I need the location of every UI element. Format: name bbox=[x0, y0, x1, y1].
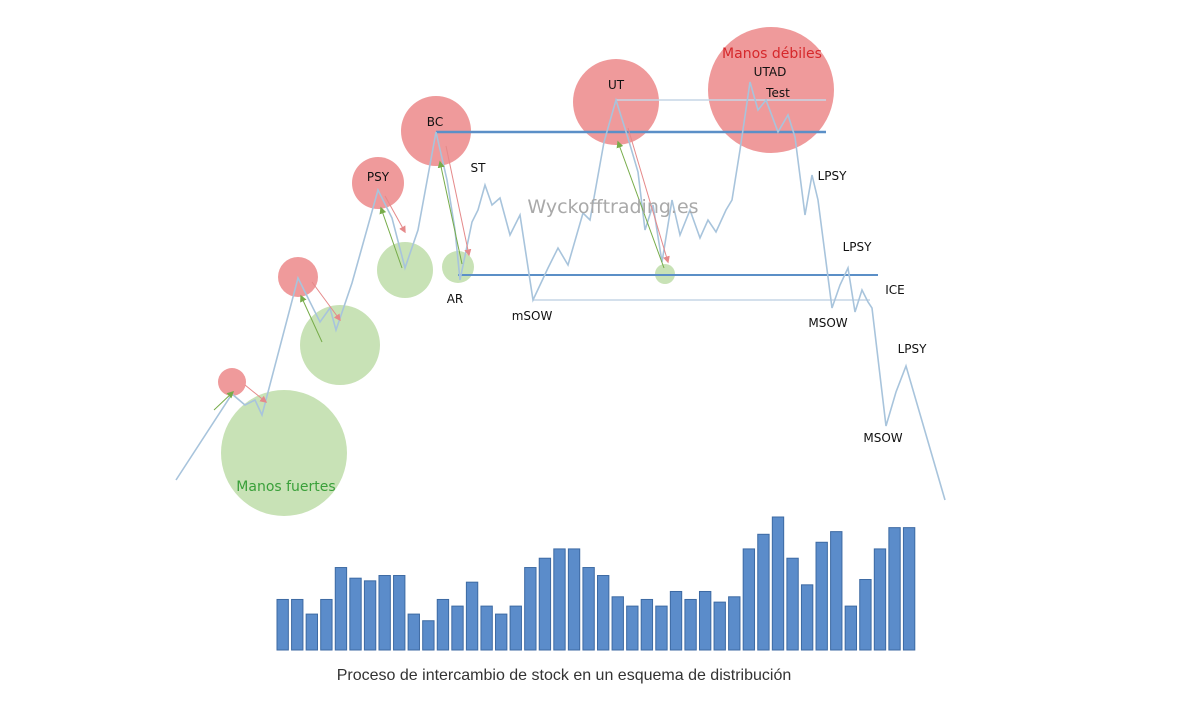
label-psy: PSY bbox=[367, 170, 390, 184]
weak-circle-utad bbox=[708, 27, 834, 153]
label-ice: ICE bbox=[885, 283, 905, 297]
volume-bar bbox=[451, 605, 464, 651]
volume-bar bbox=[393, 575, 406, 651]
weak-circle-1 bbox=[218, 368, 246, 396]
range-levels bbox=[436, 99, 878, 301]
strong-circle-1 bbox=[221, 390, 347, 516]
volume-bar bbox=[655, 605, 668, 651]
label-st: ST bbox=[471, 161, 487, 175]
phase-labels: Manos débiles UTAD Test UT BC ST PSY AR … bbox=[236, 46, 927, 495]
arrow-green-5 bbox=[616, 140, 665, 269]
weak-circle-psy bbox=[352, 157, 404, 209]
arrow-red-3 bbox=[384, 195, 406, 234]
label-utad: UTAD bbox=[754, 65, 787, 79]
label-manos-fuertes: Manos fuertes bbox=[236, 479, 335, 495]
volume-bar bbox=[684, 598, 697, 651]
volume-bar bbox=[320, 598, 333, 651]
volume-bar bbox=[291, 598, 304, 651]
volume-bar bbox=[844, 605, 858, 651]
volume-bar bbox=[567, 548, 581, 651]
arrow-green-3 bbox=[379, 206, 403, 269]
volume-bar bbox=[713, 601, 726, 651]
volume-bar bbox=[830, 531, 843, 651]
label-ut: UT bbox=[608, 78, 625, 92]
volume-bar bbox=[597, 575, 610, 651]
price-path bbox=[175, 81, 946, 501]
volume-bar bbox=[742, 548, 756, 651]
volume-bar bbox=[611, 596, 624, 651]
volume-bar bbox=[422, 620, 435, 651]
volume-bar bbox=[495, 613, 508, 651]
arrow-green-2 bbox=[300, 294, 323, 343]
volume-bar bbox=[363, 580, 377, 651]
volume-bar bbox=[800, 584, 814, 651]
volume-bar bbox=[524, 567, 537, 651]
watermark: Wyckofftrading.es bbox=[527, 196, 698, 218]
volume-bar bbox=[407, 613, 420, 651]
arrow-red-5 bbox=[627, 127, 670, 264]
volume-bar bbox=[349, 577, 362, 651]
volume-bar bbox=[902, 527, 916, 651]
label-ar: AR bbox=[447, 292, 464, 306]
volume-bar bbox=[640, 598, 654, 651]
volume-bar bbox=[582, 567, 595, 651]
volume-bars bbox=[276, 516, 916, 651]
volume-bar bbox=[378, 575, 391, 651]
label-msow-2: MSOW bbox=[863, 431, 902, 445]
label-lpsy-1: LPSY bbox=[818, 169, 848, 183]
volume-bar bbox=[276, 598, 289, 651]
volume-bar bbox=[480, 605, 493, 651]
arrow-green-1 bbox=[213, 391, 235, 411]
volume-bar bbox=[815, 541, 828, 651]
arrow-red-2 bbox=[311, 281, 341, 322]
arrows bbox=[213, 127, 670, 411]
arrow-green-4 bbox=[437, 160, 463, 265]
label-bc: BC bbox=[427, 115, 443, 129]
volume-bar bbox=[873, 548, 887, 651]
label-msow-1: MSOW bbox=[808, 316, 847, 330]
volume-bar bbox=[859, 579, 872, 651]
volume-bar bbox=[553, 548, 566, 651]
arrow-red-1 bbox=[244, 384, 268, 403]
volume-bar bbox=[509, 605, 522, 651]
volume-bar bbox=[305, 613, 319, 651]
strong-circle-2 bbox=[300, 305, 380, 385]
label-lpsy-2: LPSY bbox=[843, 240, 873, 254]
label-test: Test bbox=[765, 86, 790, 100]
volume-bar bbox=[728, 596, 741, 651]
arrow-red-4 bbox=[445, 145, 472, 257]
label-lpsy-3: LPSY bbox=[898, 342, 928, 356]
volume-bar bbox=[757, 533, 770, 651]
volume-bar bbox=[334, 567, 348, 651]
label-manos-debiles: Manos débiles bbox=[722, 46, 822, 62]
volume-bar bbox=[888, 527, 901, 651]
label-msow-minor: mSOW bbox=[512, 309, 553, 323]
volume-bar bbox=[538, 557, 552, 651]
volume-bar bbox=[436, 598, 450, 651]
volume-bar bbox=[771, 516, 785, 651]
volume-bar bbox=[465, 581, 479, 651]
volume-bar bbox=[669, 590, 683, 651]
volume-bar bbox=[626, 605, 639, 651]
caption: Proceso de intercambio de stock en un es… bbox=[337, 667, 791, 684]
volume-bar bbox=[698, 590, 712, 651]
volume-bar bbox=[786, 557, 799, 651]
